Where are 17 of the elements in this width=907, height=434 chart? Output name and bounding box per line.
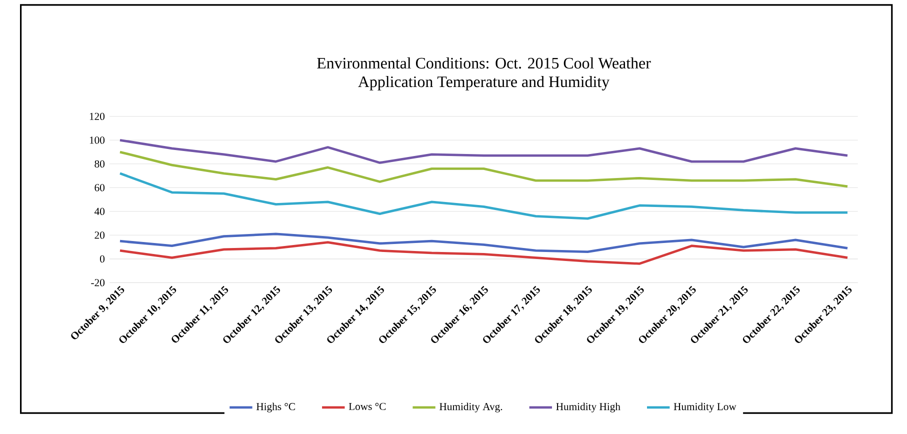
y-tick-label: 60 (94, 184, 105, 192)
y-tick-label: 100 (90, 136, 105, 144)
legend-label: Lows °C (348, 402, 386, 410)
legend-label: Humidity Avg. (440, 402, 502, 412)
line-series (118, 172, 849, 220)
line-series (118, 232, 849, 254)
legend-label: Humidity High (556, 402, 620, 412)
line-series (118, 150, 849, 188)
y-tick-label: 80 (94, 160, 105, 168)
legend-label: Humidity Low (674, 402, 736, 412)
legend-label: Highs °C (256, 402, 295, 412)
y-tick-label: 40 (94, 208, 105, 216)
y-tick-label: 120 (90, 112, 105, 120)
y-tick-label: 20 (94, 232, 105, 239)
chart-title: Environmental Conditions: Oct. 2015 Cool Weather Application Temperature and Humidity (317, 57, 651, 91)
y-tick-label: 0 (100, 255, 105, 263)
y-tick-label: -20 (91, 279, 105, 286)
